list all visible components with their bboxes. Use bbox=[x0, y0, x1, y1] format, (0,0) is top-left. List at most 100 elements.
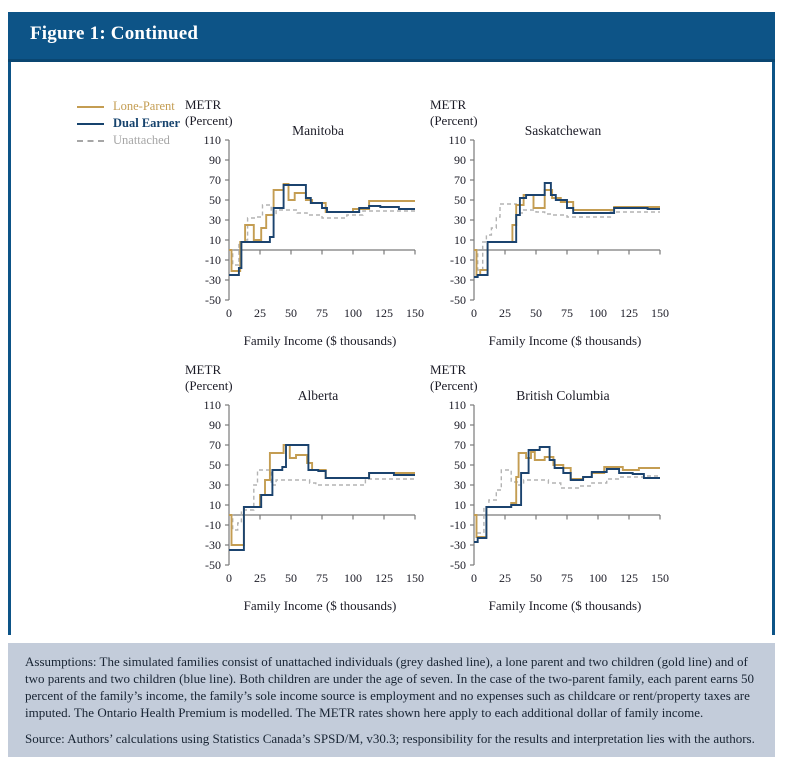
y-tick-label: 90 bbox=[454, 153, 466, 167]
figure-body: Lone-Parent Dual Earner Unattached METR (Pe… bbox=[8, 62, 775, 635]
chart-saskatchewan: METR (Percent) Saskatchewan 110 90 70 50 30 10 -1… bbox=[430, 95, 669, 351]
y-tick-label: 90 bbox=[209, 153, 221, 167]
x-tick-label: 25 bbox=[499, 571, 511, 585]
y-tick-label: 50 bbox=[209, 193, 221, 207]
chart-svg-alberta: METR(Percent) Alberta 110 90 70 50 30 10 -10 -30 -… bbox=[185, 362, 424, 613]
legend-line-sample-lone-parent bbox=[77, 105, 104, 108]
chart-legend: Lone-Parent Dual Earner Unattached bbox=[77, 98, 180, 149]
x-tick-label: 25 bbox=[254, 306, 266, 320]
series-lone-parent-line bbox=[229, 183, 415, 272]
figure-title: Figure 1: Continued bbox=[30, 23, 199, 44]
x-tick-label: 100 bbox=[589, 306, 607, 320]
chart-alberta: METR (Percent) Alberta 110 90 70 50 30 10 -10 -30 -… bbox=[185, 360, 424, 616]
series-unattached-line bbox=[474, 203, 660, 271]
x-tick-label: 125 bbox=[375, 306, 393, 320]
y-tick-label: 50 bbox=[454, 193, 466, 207]
x-tick-label: 100 bbox=[344, 306, 362, 320]
y-tick-label: 90 bbox=[209, 418, 221, 432]
x-axis-label: Family Income ($ thousands) bbox=[489, 333, 642, 348]
y-tick-label: 90 bbox=[454, 418, 466, 432]
chart-svg-british-columbia: METR(Percent) British Columbia 110 90 70 50 30… bbox=[430, 362, 669, 613]
legend-line-sample-dual-earner bbox=[77, 122, 104, 125]
y-tick-label: 110 bbox=[448, 398, 466, 412]
x-tick-label: 100 bbox=[344, 571, 362, 585]
x-tick-label: 100 bbox=[589, 571, 607, 585]
legend-line-sample-unattached bbox=[77, 139, 104, 142]
x-tick-label: 75 bbox=[561, 571, 573, 585]
y-tick-label: 70 bbox=[209, 173, 221, 187]
y-tick-label: 10 bbox=[209, 233, 221, 247]
y-tick-label: -50 bbox=[205, 293, 221, 307]
y-tick-label: 30 bbox=[209, 478, 221, 492]
assumptions-note: Assumptions: The simulated families cons… bbox=[25, 654, 755, 720]
y-tick-label: -30 bbox=[205, 538, 221, 552]
series-dual-earner-line bbox=[474, 182, 660, 278]
y-tick-label: 30 bbox=[454, 213, 466, 227]
y-tick-label: 110 bbox=[448, 133, 466, 147]
y-axis-unit-label: (Percent) bbox=[430, 113, 478, 128]
series-dual-earner-line bbox=[474, 446, 660, 543]
x-tick-label: 75 bbox=[316, 306, 328, 320]
y-axis-unit-label: (Percent) bbox=[185, 113, 233, 128]
x-axis-label: Family Income ($ thousands) bbox=[489, 598, 642, 613]
x-tick-label: 75 bbox=[316, 571, 328, 585]
chart-title: Alberta bbox=[298, 388, 338, 403]
x-tick-label: 0 bbox=[471, 306, 477, 320]
x-tick-label: 0 bbox=[471, 571, 477, 585]
y-tick-label: -10 bbox=[205, 253, 221, 267]
x-tick-label: 125 bbox=[620, 306, 638, 320]
y-axis-unit-label: METR bbox=[430, 362, 466, 377]
y-tick-label: 70 bbox=[454, 438, 466, 452]
x-tick-label: 50 bbox=[285, 571, 297, 585]
y-tick-label: -50 bbox=[205, 558, 221, 572]
y-tick-label: -10 bbox=[450, 518, 466, 532]
chart-title: Saskatchewan bbox=[525, 123, 602, 138]
legend-item-label: Unattached bbox=[113, 133, 170, 147]
notes-box: Assumptions: The simulated families cons… bbox=[8, 643, 775, 757]
x-tick-label: 50 bbox=[530, 571, 542, 585]
y-tick-label: 10 bbox=[454, 498, 466, 512]
y-tick-label: -30 bbox=[205, 273, 221, 287]
x-tick-label: 125 bbox=[620, 571, 638, 585]
y-tick-label: 50 bbox=[454, 458, 466, 472]
x-tick-label: 125 bbox=[375, 571, 393, 585]
y-tick-label: -30 bbox=[450, 538, 466, 552]
y-tick-label: -10 bbox=[205, 518, 221, 532]
series-unattached-line bbox=[229, 469, 415, 531]
y-tick-label: 30 bbox=[454, 478, 466, 492]
legend-item-label: Dual Earner bbox=[113, 116, 181, 130]
source-note: Source: Authors’ calculations using Stat… bbox=[25, 730, 755, 746]
series-dual-earner-line bbox=[229, 184, 415, 276]
legend-item-dual-earner: Dual Earner bbox=[77, 115, 180, 132]
x-tick-label: 0 bbox=[226, 306, 232, 320]
legend-item-unattached: Unattached bbox=[77, 132, 180, 149]
chart-title: Manitoba bbox=[292, 123, 344, 138]
x-tick-label: 0 bbox=[226, 571, 232, 585]
figure-title-bar: Figure 1: Continued bbox=[8, 12, 775, 62]
x-tick-label: 25 bbox=[499, 306, 511, 320]
x-tick-label: 150 bbox=[406, 571, 424, 585]
x-tick-label: 50 bbox=[285, 306, 297, 320]
legend-item-label: Lone-Parent bbox=[113, 99, 175, 113]
x-tick-label: 150 bbox=[406, 306, 424, 320]
y-axis-unit-label: METR bbox=[430, 97, 466, 112]
chart-svg-saskatchewan: METR(Percent) Saskatchewan 110 90 70 50 30 10 -1… bbox=[430, 97, 669, 348]
y-tick-label: 50 bbox=[209, 458, 221, 472]
series-unattached-line bbox=[229, 204, 415, 266]
x-axis-label: Family Income ($ thousands) bbox=[244, 598, 397, 613]
legend-item-lone-parent: Lone-Parent bbox=[77, 98, 180, 115]
y-axis-unit-label: (Percent) bbox=[185, 378, 233, 393]
y-tick-label: -30 bbox=[450, 273, 466, 287]
chart-manitoba: METR (Percent) Manitoba 110 90 70 50 30 10 -10 -30… bbox=[185, 95, 424, 351]
chart-svg-manitoba: METR(Percent) Manitoba 110 90 70 50 30 10 -10 -30… bbox=[185, 97, 424, 348]
y-tick-label: 10 bbox=[209, 498, 221, 512]
chart-title: British Columbia bbox=[516, 388, 609, 403]
y-tick-label: -50 bbox=[450, 293, 466, 307]
y-axis-unit-label: METR bbox=[185, 362, 221, 377]
y-axis-unit-label: (Percent) bbox=[430, 378, 478, 393]
x-axis-label: Family Income ($ thousands) bbox=[244, 333, 397, 348]
x-tick-label: 150 bbox=[651, 571, 669, 585]
x-tick-label: 150 bbox=[651, 306, 669, 320]
y-tick-label: 10 bbox=[454, 233, 466, 247]
